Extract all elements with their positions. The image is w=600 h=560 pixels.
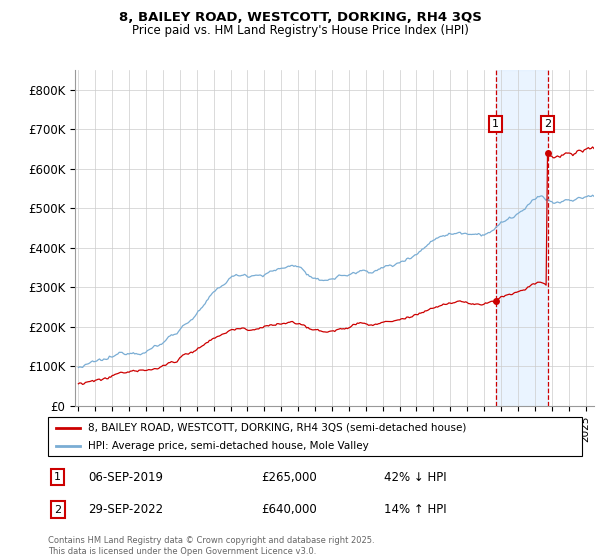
Text: 14% ↑ HPI: 14% ↑ HPI — [385, 503, 447, 516]
Text: Contains HM Land Registry data © Crown copyright and database right 2025.
This d: Contains HM Land Registry data © Crown c… — [48, 536, 374, 556]
Text: £640,000: £640,000 — [262, 503, 317, 516]
Text: £265,000: £265,000 — [262, 470, 317, 484]
Text: 8, BAILEY ROAD, WESTCOTT, DORKING, RH4 3QS (semi-detached house): 8, BAILEY ROAD, WESTCOTT, DORKING, RH4 3… — [88, 423, 466, 433]
Text: 2: 2 — [544, 119, 551, 129]
Text: 8, BAILEY ROAD, WESTCOTT, DORKING, RH4 3QS: 8, BAILEY ROAD, WESTCOTT, DORKING, RH4 3… — [119, 11, 481, 24]
Text: 42% ↓ HPI: 42% ↓ HPI — [385, 470, 447, 484]
Text: 1: 1 — [54, 472, 61, 482]
Text: HPI: Average price, semi-detached house, Mole Valley: HPI: Average price, semi-detached house,… — [88, 441, 369, 451]
Text: 2: 2 — [54, 505, 61, 515]
Text: 29-SEP-2022: 29-SEP-2022 — [88, 503, 163, 516]
Text: 1: 1 — [492, 119, 499, 129]
Bar — [496, 70, 548, 406]
Text: 06-SEP-2019: 06-SEP-2019 — [88, 470, 163, 484]
FancyBboxPatch shape — [48, 417, 582, 456]
Text: Price paid vs. HM Land Registry's House Price Index (HPI): Price paid vs. HM Land Registry's House … — [131, 24, 469, 36]
